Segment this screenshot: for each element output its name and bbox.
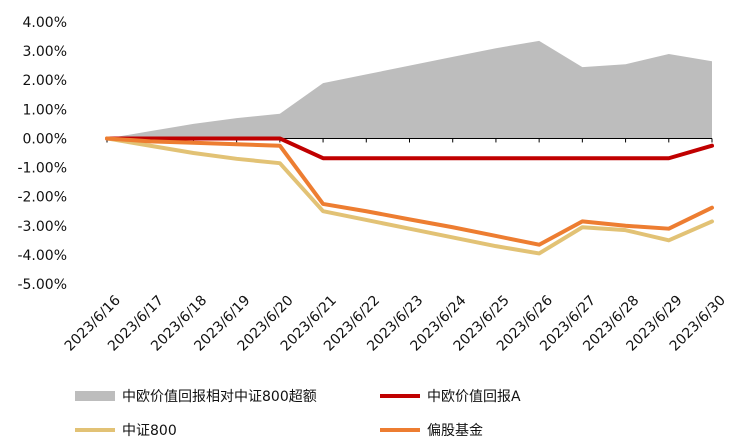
series-line-3 xyxy=(105,136,714,247)
y-tick-label: 2.00% xyxy=(23,73,67,89)
series-line-1 xyxy=(105,136,714,161)
legend-item: 中欧价值回报相对中证800超额 xyxy=(75,389,317,405)
line-layer xyxy=(105,136,714,256)
legend-label: 偏股基金 xyxy=(427,422,483,439)
y-tick-label: -5.00% xyxy=(17,277,67,293)
y-tick-label: -3.00% xyxy=(17,219,67,235)
area-layer xyxy=(107,40,712,139)
legend-item: 中欧价值回报A xyxy=(380,389,521,405)
x-axis-ticks: 2023/6/162023/6/172023/6/182023/6/192023… xyxy=(62,292,729,354)
y-tick-label: -4.00% xyxy=(17,248,67,264)
legend-label: 中欧价值回报A xyxy=(427,389,521,405)
y-axis-ticks: 4.00% 3.00% 2.00% 1.00% 0.00% -1.00% -2.00% -3.… xyxy=(17,15,67,293)
legend-label: 中欧价值回报相对中证800超额 xyxy=(122,389,317,405)
y-tick-label: -2.00% xyxy=(17,190,67,206)
legend-item: 中证800 xyxy=(75,423,177,439)
y-tick-label: -1.00% xyxy=(17,161,67,177)
y-tick-label: 1.00% xyxy=(23,102,67,118)
legend-swatch xyxy=(75,391,115,401)
y-tick-label: 3.00% xyxy=(23,44,67,60)
series-area-excess-return xyxy=(107,40,712,139)
legend-item: 偏股基金 xyxy=(380,422,483,439)
y-tick-label: 4.00% xyxy=(23,15,67,31)
y-tick-label: 0.00% xyxy=(23,131,67,147)
legend: 中欧价值回报相对中证800超额 中欧价值回报A 中证800 偏股基金 xyxy=(75,389,521,439)
legend-label: 中证800 xyxy=(122,423,177,439)
series-line-2 xyxy=(105,136,714,256)
